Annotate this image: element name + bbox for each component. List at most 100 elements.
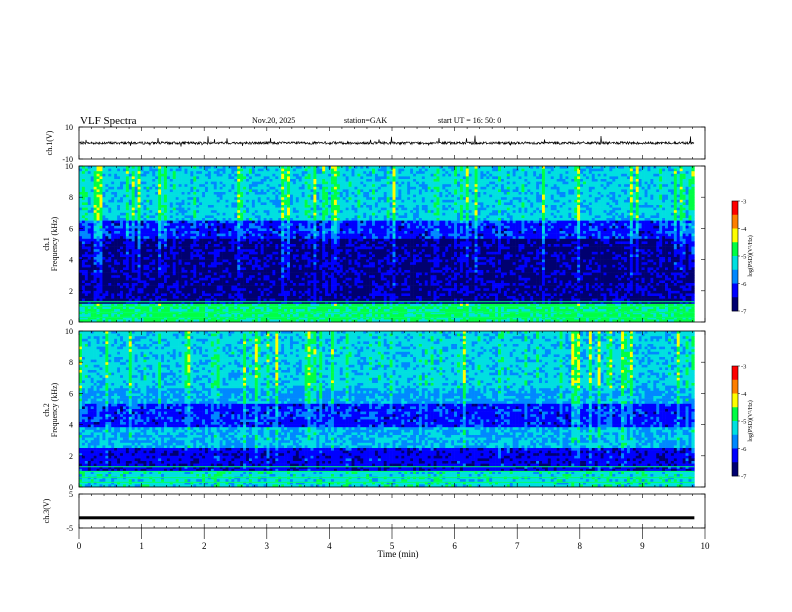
spectrogram-cell xyxy=(216,259,220,263)
spectrogram-cell xyxy=(190,236,194,240)
spectrogram-cell xyxy=(84,218,89,221)
spectrogram-cell xyxy=(284,277,288,281)
spectrogram-cell xyxy=(90,285,94,289)
spectrogram-cell xyxy=(120,316,124,320)
spectrogram-cell xyxy=(248,246,253,250)
spectrogram-cell xyxy=(287,186,291,190)
spectrogram-cell xyxy=(231,296,235,299)
spectrogram-cell xyxy=(117,202,121,206)
spectrogram-cell xyxy=(117,212,121,216)
spectrogram-cell xyxy=(140,228,144,232)
spectrogram-cell xyxy=(269,212,273,216)
spectrogram-cell xyxy=(205,306,209,310)
spectrogram-cell xyxy=(228,259,232,263)
spectrogram-cell xyxy=(272,184,276,188)
spectrogram-cell xyxy=(131,194,135,198)
spectrogram-cell xyxy=(166,319,171,323)
spectrogram-cell xyxy=(254,218,259,221)
spectrogram-cell xyxy=(187,306,191,310)
spectrogram-cell xyxy=(155,288,159,292)
spectrogram-cell xyxy=(108,290,112,294)
spectrogram-cell xyxy=(237,220,241,224)
spectrogram-cell xyxy=(90,184,94,188)
spectrogram-cell xyxy=(313,197,317,201)
spectrogram-cell xyxy=(231,212,235,216)
spectrogram-cell xyxy=(207,215,212,219)
spectrogram-cell xyxy=(108,288,112,292)
spectrogram-cell xyxy=(120,314,124,318)
spectrogram-cell xyxy=(219,246,223,250)
spectrogram-cell xyxy=(152,296,156,299)
spectrogram-cell xyxy=(202,192,206,195)
spectrogram-cell xyxy=(143,244,147,247)
spectrogram-cell xyxy=(231,205,235,208)
spectrogram-cell xyxy=(228,210,232,214)
spectrogram-cell xyxy=(240,202,244,206)
spectrogram-cell xyxy=(216,223,220,227)
spectrogram-cell xyxy=(243,205,247,208)
spectrogram-cell xyxy=(172,280,176,284)
spectrogram-cell xyxy=(219,314,223,318)
spectrogram-cell xyxy=(301,202,305,206)
spectrogram-cell xyxy=(240,231,244,234)
spectrogram-cell xyxy=(128,301,133,305)
spectrogram-cell xyxy=(263,238,267,242)
spectrogram-cell xyxy=(216,280,220,284)
spectrogram-cell xyxy=(146,296,150,299)
spectrogram-cell xyxy=(178,309,182,312)
spectrogram-cell xyxy=(122,238,127,242)
spectrogram-cell xyxy=(128,283,133,286)
spectrogram-cell xyxy=(199,218,203,221)
spectrogram-cell xyxy=(134,244,138,247)
spectrogram-cell xyxy=(284,244,288,247)
spectrogram-cell xyxy=(152,249,156,253)
spectrogram-cell xyxy=(166,298,171,302)
spectrogram-cell xyxy=(205,218,209,221)
spectrogram-cell xyxy=(128,199,133,203)
spectrogram-cell xyxy=(161,231,165,234)
spectrogram-cell xyxy=(96,270,100,273)
spectrogram-cell xyxy=(310,225,314,229)
spectrogram-cell xyxy=(163,277,168,281)
spectrogram-cell xyxy=(134,231,138,234)
spectrogram-cell xyxy=(93,176,97,180)
spectrogram-cell xyxy=(219,290,223,294)
spectrogram-cell xyxy=(125,210,130,214)
spectrogram-cell xyxy=(240,236,244,240)
spectrogram-cell xyxy=(304,218,308,221)
spectrogram-cell xyxy=(292,280,297,284)
spectrogram-cell xyxy=(284,236,288,240)
spectrogram-cell xyxy=(125,238,130,242)
spectrogram-cell xyxy=(161,267,165,271)
spectrogram-cell xyxy=(266,290,270,294)
spectrogram-cell xyxy=(243,280,247,284)
spectrogram-cell xyxy=(257,314,261,318)
spectrogram-cell xyxy=(122,283,127,286)
spectrogram-cell xyxy=(120,293,124,297)
spectrogram-cell xyxy=(248,223,253,227)
spectrogram-cell xyxy=(81,236,86,240)
spectrogram-cell xyxy=(105,301,109,305)
spectrogram-cell xyxy=(216,290,220,294)
spectrogram-cell xyxy=(304,228,308,232)
spectrogram-cell xyxy=(281,249,285,253)
spectrogram-cell xyxy=(131,207,135,211)
spectrogram-cell xyxy=(210,275,215,279)
spectrogram-cell xyxy=(222,192,226,195)
spectrogram-cell xyxy=(122,210,127,214)
spectrogram-cell xyxy=(243,283,247,286)
spectrogram-cell xyxy=(131,270,135,273)
spectrogram-cell xyxy=(219,244,223,247)
spectrogram-cell xyxy=(219,277,223,281)
spectrogram-cell xyxy=(278,259,282,263)
spectrogram-cell xyxy=(96,207,100,211)
spectrogram-cell xyxy=(96,181,100,185)
spectrogram-cell xyxy=(146,241,150,245)
spectrogram-cell xyxy=(93,236,97,240)
spectrogram-cell xyxy=(246,259,250,263)
spectrogram-cell xyxy=(251,238,256,242)
spectrogram-cell xyxy=(102,218,106,221)
spectrogram-cell xyxy=(79,181,83,185)
spectrogram-cell xyxy=(263,262,267,266)
spectrogram-cell xyxy=(228,298,232,302)
